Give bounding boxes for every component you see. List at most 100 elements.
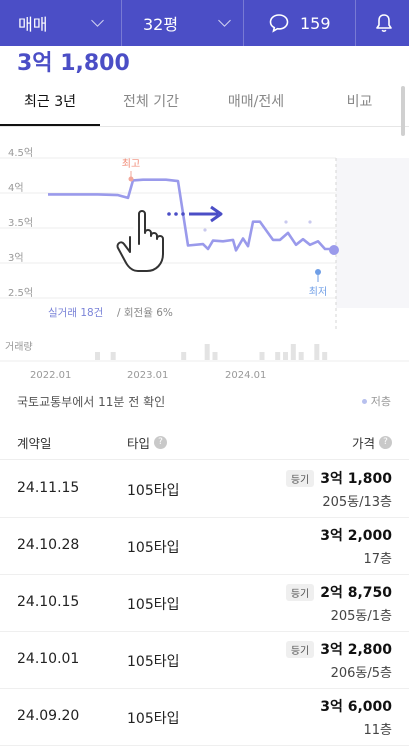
notification-button[interactable] [373, 0, 395, 46]
unit-type: 105타입 [127, 483, 180, 499]
point [203, 228, 207, 232]
unit-detail: 11층 [363, 723, 392, 738]
header-contract-date: 계약일 [17, 433, 52, 452]
table-row[interactable]: 24.09.20 105타입 3억 6,000 11층 [0, 688, 409, 746]
price-cell: 3억 2,000 [320, 525, 392, 545]
price-line [48, 178, 339, 252]
drag-arrow-icon [167, 205, 223, 223]
volume-bar [212, 352, 218, 360]
table-row[interactable]: 24.10.28 105타입 3억 2,000 17층 [0, 517, 409, 575]
volume-bar [204, 344, 210, 360]
data-source-notice: 국토교통부에서 11분 전 확인 [17, 395, 166, 409]
header-price: 가격 ? [352, 433, 392, 452]
contract-date: 24.10.01 [17, 651, 80, 667]
hand-pointer-icon [116, 210, 164, 272]
table-row[interactable]: 24.11.15 105타입 등기 3억 1,800 205동/13층 [0, 460, 409, 518]
bell-icon [376, 14, 392, 32]
volume-bar [322, 352, 328, 360]
period-tabs: 최근 3년 전체 기간 매매/전세 비교 [0, 86, 409, 127]
volume-bar [275, 352, 281, 360]
price-cell: 등기 2억 8,750 [285, 582, 392, 602]
price-cell: 3억 6,000 [320, 696, 392, 716]
latest-point [329, 245, 339, 255]
current-price: 3억 1,800 [17, 51, 130, 76]
y-tick-label: 4.5억 [8, 147, 33, 159]
volume-bar [110, 352, 116, 360]
deal-type-label: 매매 [18, 15, 48, 34]
chevron-down-icon [218, 14, 231, 27]
x-tick-label: 2022.01 [30, 370, 71, 380]
top-bar: 매매 32평 159 [0, 0, 409, 46]
volume-bar [95, 352, 100, 360]
volume-bar [298, 352, 304, 360]
contract-date: 24.09.20 [17, 708, 80, 724]
x-tick-label: 2023.01 [127, 370, 168, 380]
price: 3억 6,000 [320, 699, 392, 715]
y-tick-label: 3.5억 [8, 217, 33, 229]
forecast-area [336, 158, 409, 308]
divider [121, 0, 122, 46]
comment-count: 159 [300, 13, 331, 33]
area-label: 32평 [143, 15, 179, 34]
unit-detail: 205동/13층 [322, 495, 392, 510]
price: 2억 8,750 [320, 585, 392, 601]
low-floor-legend: 저층 [361, 393, 391, 409]
y-tick-label: 4억 [8, 182, 24, 194]
help-icon[interactable]: ? [379, 436, 392, 449]
price-cell: 등기 3억 2,800 [285, 639, 392, 659]
help-icon[interactable]: ? [154, 436, 168, 449]
trade-count: 실거래 18건 [48, 307, 103, 319]
contract-date: 24.11.15 [17, 480, 80, 496]
contract-date: 24.10.28 [17, 537, 80, 553]
chevron-down-icon [91, 14, 104, 27]
deal-type-select[interactable]: 매매 [18, 0, 47, 46]
tab-sale-jeonse[interactable]: 매매/전세 [227, 94, 285, 110]
header-label: 계약일 [17, 436, 52, 451]
header-type: 타입 ? [127, 433, 168, 452]
x-tick-label: 2024.01 [225, 370, 266, 380]
registered-badge: 등기 [285, 469, 315, 487]
high-marker: 최고 [122, 158, 140, 182]
legend-dot [361, 398, 367, 404]
contract-date: 24.10.15 [17, 594, 80, 610]
unit-type: 105타입 [127, 711, 180, 727]
table-row[interactable]: 24.10.15 105타입 등기 2억 8,750 205동/1층 [0, 574, 409, 632]
y-tick-label: 2.5억 [8, 287, 33, 299]
volume-bar [181, 352, 187, 360]
unit-detail: 205동/1층 [330, 609, 392, 624]
tab-compare[interactable]: 비교 [346, 94, 373, 110]
table-header: 계약일 타입 ? 가격 ? [0, 425, 409, 460]
divider [243, 0, 244, 46]
price-chart-svg: 4.5억 4억 3.5억 3억 2.5억 최고 최저 [0, 147, 409, 381]
comments-button[interactable]: 159 [268, 0, 331, 46]
volume-bar [283, 352, 288, 360]
unit-type: 105타입 [127, 540, 180, 556]
volume-bar [259, 352, 265, 360]
unit-detail: 17층 [363, 552, 392, 567]
high-label: 최고 [122, 158, 140, 170]
price: 3억 2,800 [320, 642, 392, 658]
area-select[interactable]: 32평 [143, 0, 178, 46]
y-tick-label: 3억 [8, 252, 24, 264]
price: 3억 2,000 [320, 528, 392, 544]
header-label: 가격 [351, 436, 375, 451]
volume-label: 거래량 [5, 341, 33, 353]
price-chart[interactable]: 4.5억 4억 3.5억 3억 2.5억 최고 최저 [0, 140, 409, 381]
point [284, 220, 288, 224]
volume-bar [290, 344, 296, 360]
registered-badge: 등기 [285, 640, 315, 658]
header-label: 타입 [127, 436, 151, 451]
divider [355, 0, 356, 46]
unit-type: 105타입 [127, 654, 180, 670]
price-cell: 등기 3억 1,800 [285, 468, 392, 488]
tab-recent-3-years[interactable]: 최근 3년 [0, 86, 100, 126]
speech-bubble-icon [269, 14, 289, 33]
point [308, 220, 312, 224]
scrollbar[interactable] [401, 86, 405, 136]
volume-bar [314, 344, 320, 360]
unit-type: 105타입 [127, 597, 180, 613]
price: 3억 1,800 [320, 471, 392, 487]
table-row[interactable]: 24.10.01 105타입 등기 3억 2,800 206동/5층 [0, 631, 409, 689]
registered-badge: 등기 [285, 583, 315, 601]
tab-all-period[interactable]: 전체 기간 [123, 94, 179, 110]
